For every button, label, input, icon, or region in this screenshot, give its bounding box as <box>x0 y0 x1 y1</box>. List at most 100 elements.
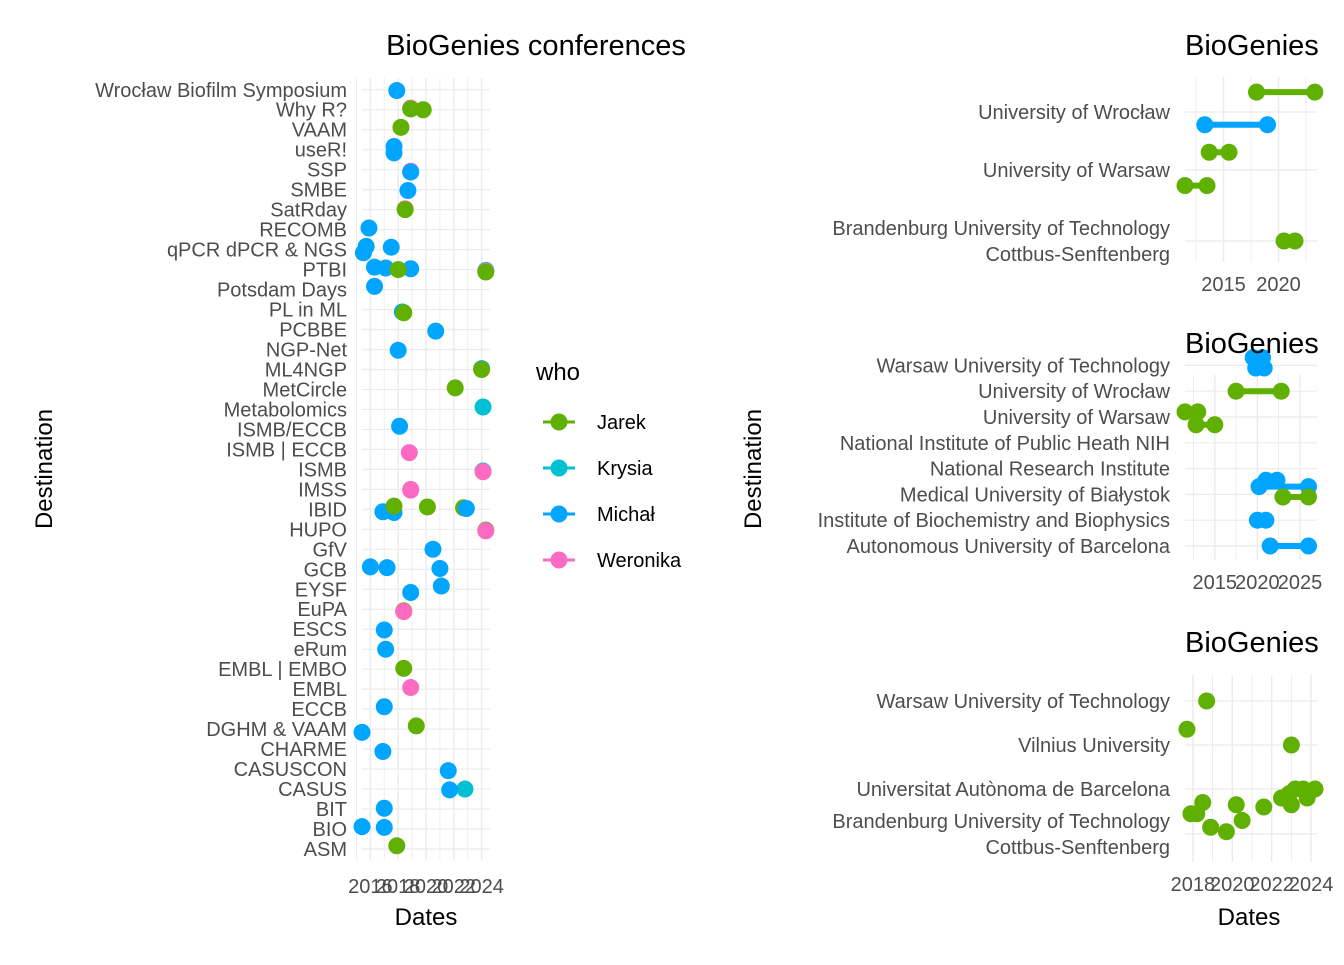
main-point-micha <box>360 219 378 237</box>
main-x-tick-2016: 2016 <box>348 876 393 898</box>
panel-top-grid <box>1185 77 1317 262</box>
panel-middle-segments <box>1176 349 1317 555</box>
panel-bottom-y-tick-labels: Brandenburg University of Technology Cott… <box>832 691 1170 859</box>
p1-segment-start-jarek <box>1200 143 1218 161</box>
p3-point-jarek <box>1282 736 1300 754</box>
main-point-weronika <box>402 679 420 697</box>
main-point-jarek <box>385 497 403 515</box>
main-point-jarek <box>396 201 414 219</box>
main-point-micha <box>402 583 420 601</box>
panel-bottom-points <box>1178 692 1324 841</box>
main-point-micha <box>385 138 403 155</box>
main-point-micha <box>353 818 371 836</box>
main-y-label-erum: eRum <box>294 639 347 661</box>
main-y-label-satrday: SatRday <box>270 200 347 222</box>
main-x-tick-2022: 2022 <box>432 876 477 898</box>
p2-segment-end-jarek <box>1189 403 1207 421</box>
legend-label-weronika: Weronika <box>597 550 682 572</box>
main-point-micha <box>432 577 450 595</box>
p2-x-tick-2025: 2025 <box>1278 572 1323 594</box>
main-point-micha <box>361 558 379 576</box>
main-point-micha <box>377 640 395 658</box>
p1-segment-start-micha <box>1196 116 1214 134</box>
main-point-micha <box>366 277 384 295</box>
main-point-micha <box>441 781 459 799</box>
panel-middle-grid <box>1185 364 1317 560</box>
main-point-krysia <box>474 398 492 416</box>
main-point-micha <box>357 237 375 255</box>
main-y-label-ismb: ISMB <box>298 459 347 481</box>
p3-point-jarek <box>1306 780 1324 798</box>
p3-point-jarek <box>1294 780 1312 798</box>
main-y-label-bio: BIO <box>313 819 347 841</box>
main-y-label-imss: IMSS <box>298 479 347 501</box>
legend-label-jarek: Jarek <box>597 412 647 434</box>
main-point-micha <box>375 621 393 639</box>
p3-y-label-cottbus-senftenberg: Cottbus-Senftenberg <box>985 837 1170 859</box>
main-y-label-pcbbe: PCBBE <box>279 320 347 342</box>
main-y-label-embl: EMBL <box>293 679 347 701</box>
p3-x-tick-2020: 2020 <box>1210 874 1255 896</box>
main-y-label-qpcr-dpcr-ngs: qPCR dPCR & NGS <box>167 240 347 262</box>
p3-point-jarek <box>1255 798 1273 816</box>
legend-key-dot-weronika <box>550 551 568 569</box>
main-y-label-pl-in-ml: PL in ML <box>269 300 347 322</box>
legend-label-micha: Michał <box>597 504 655 526</box>
p3-y-label-universitat-aut-noma-de-barcelona: Universitat Autònoma de Barcelona <box>856 779 1170 801</box>
p2-segment-end-jarek <box>1299 488 1317 506</box>
main-y-label-gcb: GCB <box>304 559 347 581</box>
main-point-micha <box>402 163 420 181</box>
main-point-jarek <box>395 304 413 322</box>
panel-middle-title: BioGenies <box>1185 328 1319 360</box>
panel-top-segments <box>1176 83 1324 250</box>
p1-y-label-cottbus-senftenberg: Cottbus-Senftenberg <box>985 244 1170 266</box>
p2-segment-end-jarek <box>1206 416 1224 434</box>
main-y-label-escs: ESCS <box>293 619 347 641</box>
legend-key-dot-jarek <box>550 413 568 431</box>
main-point-micha <box>457 500 475 518</box>
p3-x-tick-2018: 2018 <box>1171 874 1216 896</box>
p3-point-jarek <box>1217 823 1235 841</box>
main-y-label-ml4ngp: ML4NGP <box>265 359 347 381</box>
p3-point-jarek <box>1194 794 1212 811</box>
main-point-micha <box>378 559 396 577</box>
p3-point-jarek <box>1178 720 1196 738</box>
main-point-jarek <box>477 263 495 281</box>
p2-y-label-university-of-warsaw: University of Warsaw <box>983 407 1171 429</box>
main-point-micha <box>388 82 406 100</box>
panel-top-y-tick-labels: Brandenburg University of Technology Cott… <box>832 102 1170 266</box>
p2-y-label-warsaw-university-of-technology: Warsaw University of Technology <box>877 355 1170 377</box>
main-y-label-ismb-eccb: ISMB | ECCB <box>226 439 347 461</box>
legend-title: who <box>535 359 580 386</box>
main-point-micha <box>374 743 392 760</box>
main-point-weronika <box>477 522 495 540</box>
main-point-micha <box>402 260 420 278</box>
p2-segment-end-micha <box>1299 537 1317 555</box>
p1-segment-end-micha <box>1259 116 1276 134</box>
p2-segment-start-micha <box>1261 537 1279 555</box>
main-y-label-user: useR! <box>295 140 347 162</box>
main-y-label-charme: CHARME <box>260 739 347 761</box>
p2-plot-background <box>1185 375 1317 560</box>
main-y-label-ssp: SSP <box>307 160 347 182</box>
p1-y-label-university-of-warsaw: University of Warsaw <box>983 160 1171 182</box>
p2-segment-start-jarek <box>1187 416 1205 434</box>
main-point-jarek <box>473 360 491 378</box>
main-x-axis-title: Dates <box>395 904 458 931</box>
p3-x-tick-2022: 2022 <box>1249 874 1294 896</box>
p3-x-tick-2024: 2024 <box>1289 874 1334 896</box>
main-y-label-eupa: EuPA <box>297 599 347 621</box>
p3-point-jarek <box>1198 692 1216 710</box>
main-y-label-ngp-net: NGP-Net <box>266 340 348 362</box>
main-chart-title: BioGenies conferences <box>386 30 686 62</box>
main-y-label-why-r: Why R? <box>276 100 347 122</box>
main-y-label-hupo: HUPO <box>289 519 347 541</box>
main-point-jarek <box>395 659 413 677</box>
main-y-label-smbe: SMBE <box>290 180 347 202</box>
main-y-label-metabolomics: Metabolomics <box>224 399 347 421</box>
p3-point-jarek <box>1227 796 1245 814</box>
p1-segment-end-jarek <box>1198 177 1216 195</box>
